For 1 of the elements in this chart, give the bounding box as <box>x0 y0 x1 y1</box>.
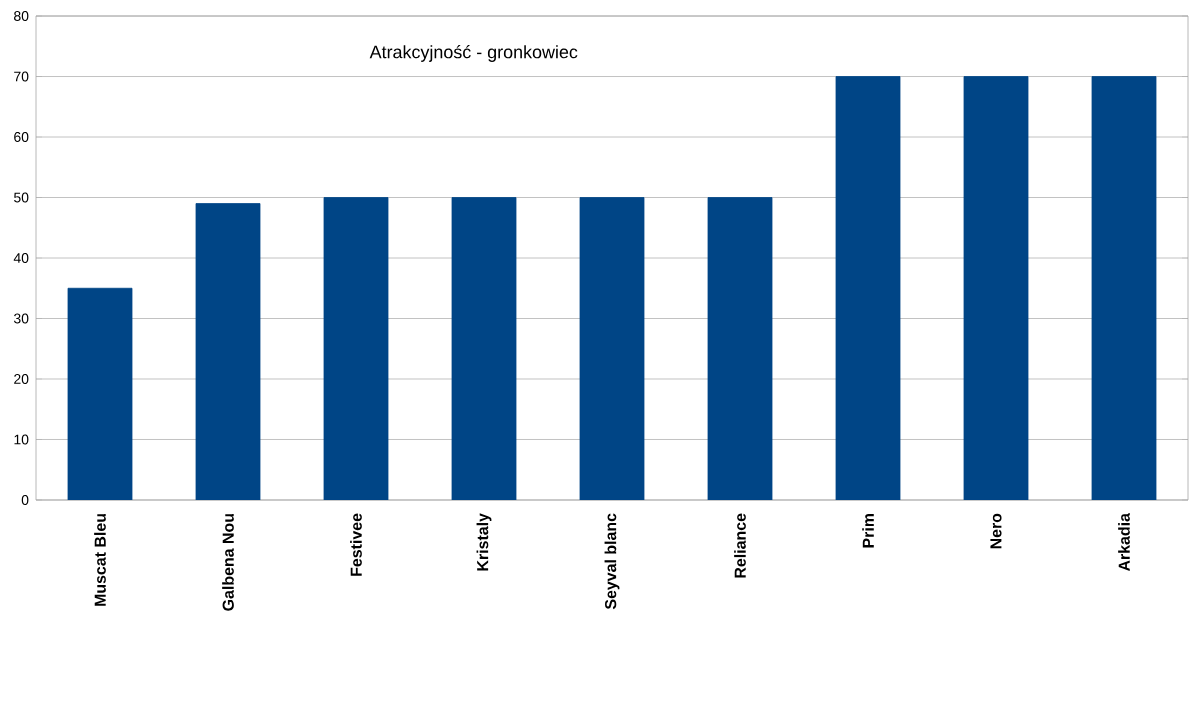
text: Atrakcyjność - gronkowiec <box>369 44 578 62</box>
